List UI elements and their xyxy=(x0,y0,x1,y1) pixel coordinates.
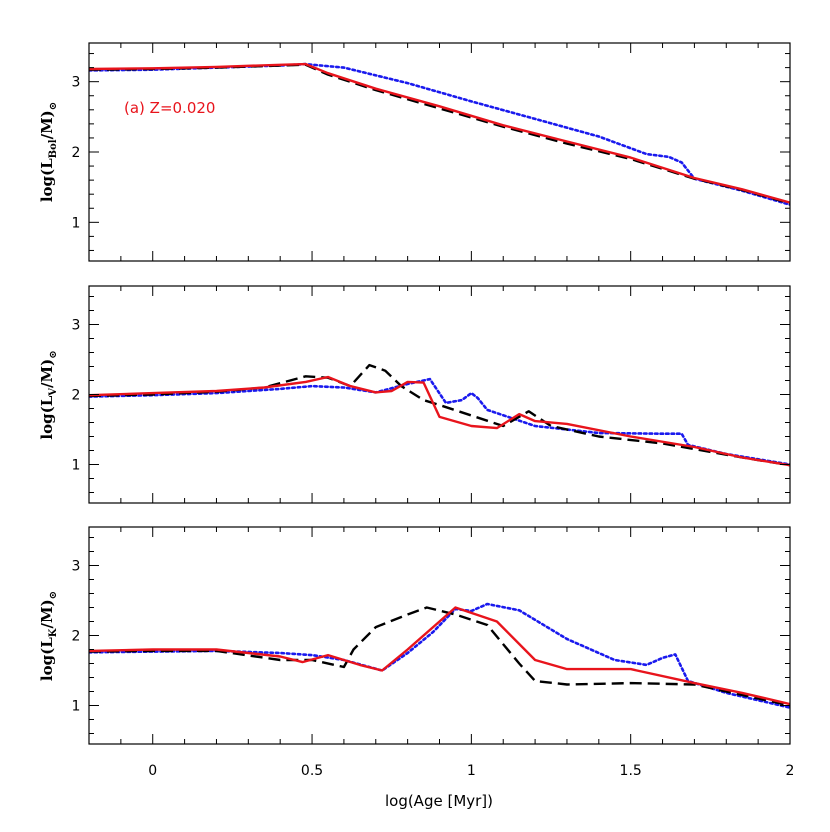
y-tick-label: 2 xyxy=(72,388,81,404)
y-tick-label: 3 xyxy=(72,75,81,91)
panel-top: 1 2 3 log(LBol/M)⊙ (a) Z=0.020 xyxy=(38,42,791,262)
series-dashed-line xyxy=(89,63,790,205)
panel-bottom-ytick-labels: 1 2 3 xyxy=(72,559,81,715)
panel-bottom-ticks xyxy=(88,527,791,744)
x-tick-label: 2 xyxy=(786,763,795,779)
panel-bottom: 1 2 3 log(LK/M)⊙ xyxy=(38,526,791,745)
series-solid-line xyxy=(89,375,790,467)
panel-top-ytick-labels: 1 2 3 xyxy=(72,75,81,232)
y-tick-label: 2 xyxy=(72,629,81,645)
series-dotted-line xyxy=(89,377,790,466)
x-tick-labels: 0 0.5 1 1.5 2 xyxy=(148,763,794,779)
y-tick-label: 3 xyxy=(72,318,81,334)
series-dotted-line xyxy=(89,62,790,206)
y-tick-label: 3 xyxy=(72,559,81,575)
x-tick-label: 1 xyxy=(467,763,476,779)
panel-bottom-frame xyxy=(88,526,791,745)
panel-annotation: (a) Z=0.020 xyxy=(124,99,215,117)
y-tick-label: 1 xyxy=(72,215,81,231)
panel-middle-ylabel: log(LV/M)⊙ xyxy=(38,350,59,439)
y-tick-label: 1 xyxy=(72,699,81,715)
panel-bottom-ylabel: log(LK/M)⊙ xyxy=(38,591,59,681)
series-solid-line xyxy=(89,62,790,204)
x-tick-label: 0.5 xyxy=(301,763,323,779)
y-tick-label: 1 xyxy=(72,458,81,474)
panel-middle: 1 2 3 log(LV/M)⊙ xyxy=(38,285,791,504)
series-dotted-line xyxy=(89,602,790,709)
series-dashed-line xyxy=(89,606,790,707)
panel-bottom-series xyxy=(89,602,790,709)
y-tick-label: 2 xyxy=(72,145,81,161)
x-axis-label: log(Age [Myr]) xyxy=(385,792,493,810)
panel-top-series xyxy=(89,62,790,206)
panel-top-ylabel: log(LBol/M)⊙ xyxy=(38,102,59,202)
x-tick-label: 1.5 xyxy=(620,763,642,779)
x-tick-label: 0 xyxy=(148,763,157,779)
series-solid-line xyxy=(89,606,790,706)
panel-middle-ticks xyxy=(88,286,791,503)
series-dashed-line xyxy=(89,363,790,467)
panel-middle-series xyxy=(89,363,790,467)
panel-middle-ytick-labels: 1 2 3 xyxy=(72,318,81,474)
panel-top-frame xyxy=(88,42,791,262)
panel-top-ticks xyxy=(88,43,791,261)
